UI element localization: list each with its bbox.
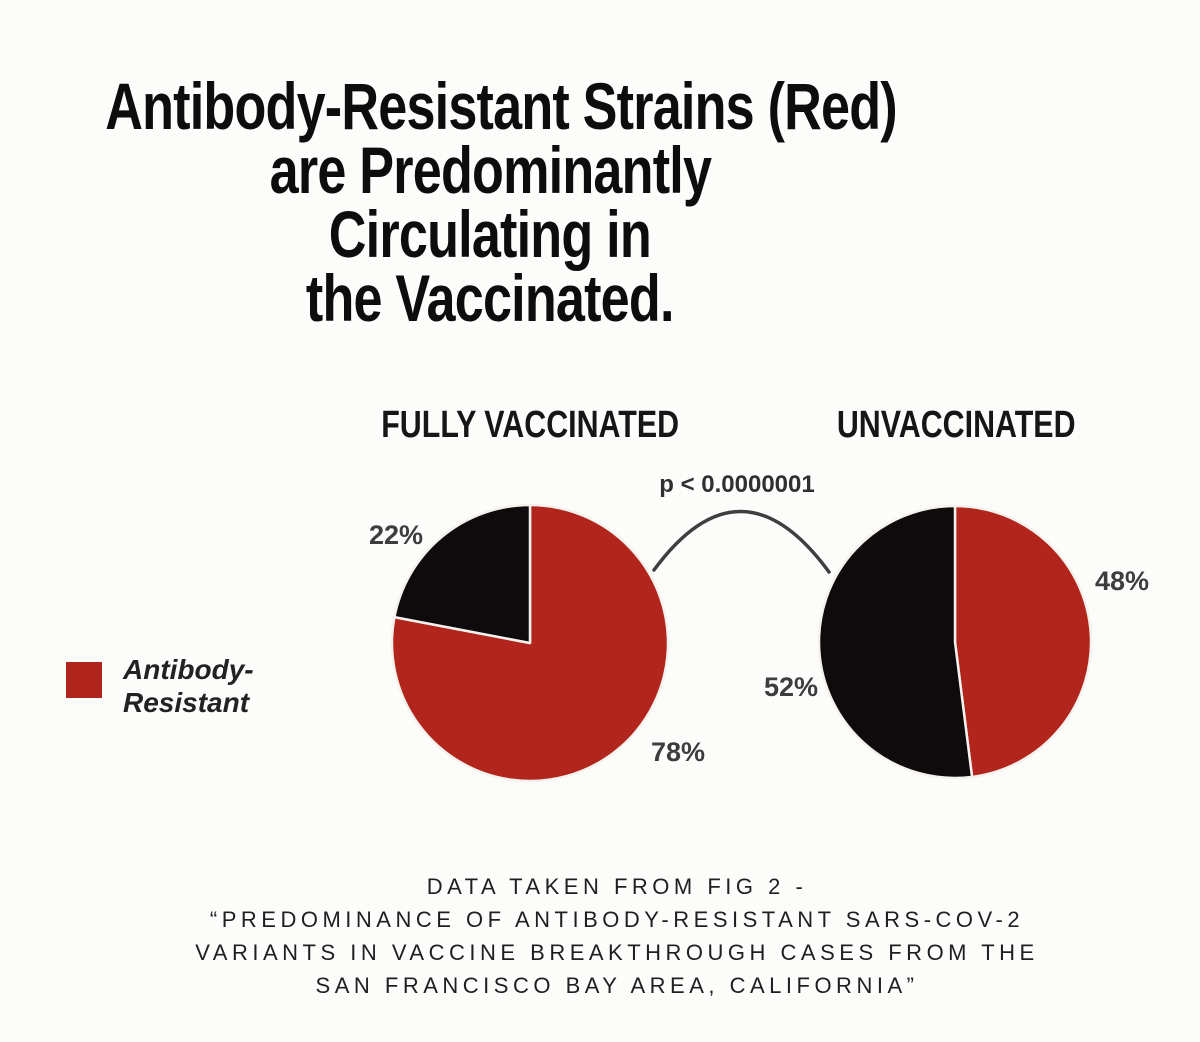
p-value-annotation: p < 0.0000001 [659,471,815,498]
pct-label-unvaccinated-other: 52% [763,672,819,702]
citation-line-2: “PREDOMINANCE OF ANTIBODY-RESISTANT SARS… [209,907,1025,932]
title-line-1: Antibody-Resistant Strains (Red) [105,69,897,143]
pct-label-unvaccinated-resistant: 48% [1094,566,1150,596]
citation-line-3: VARIANTS IN VACCINE BREAKTHROUGH CASES F… [195,940,1039,965]
legend-label-line-1: Antibody- [123,654,254,685]
page-title: Antibody-Resistant Strains (Red) are Pre… [0,69,980,335]
pie-slice [393,503,532,645]
pie-title-unvaccinated: UNVACCINATED [836,404,1076,446]
pie-title-fully-vaccinated: FULLY VACCINATED [381,404,679,446]
pie-unvaccinated [817,504,1093,780]
title-line-4: the Vaccinated. [306,261,675,335]
citation-line-4: SAN FRANCISCO BAY AREA, CALIFORNIA” [315,973,919,998]
citation: DATA TAKEN FROM FIG 2 - “PREDOMINANCE OF… [34,870,1200,1002]
legend-swatch [66,662,102,698]
pct-label-fully-vaccinated-other: 22% [368,520,424,550]
pie-slice [817,504,974,780]
pie-fully-vaccinated [390,503,670,783]
legend-label: Antibody- Resistant [123,653,254,719]
pie-slice [953,504,1093,779]
pct-label-fully-vaccinated-resistant: 78% [650,737,706,767]
significance-arc [652,509,831,574]
citation-line-1: DATA TAKEN FROM FIG 2 - [426,874,808,899]
legend-label-line-2: Resistant [123,687,250,718]
title-line-3: Circulating in [328,197,652,271]
title-line-2: are Predominantly [269,133,711,207]
